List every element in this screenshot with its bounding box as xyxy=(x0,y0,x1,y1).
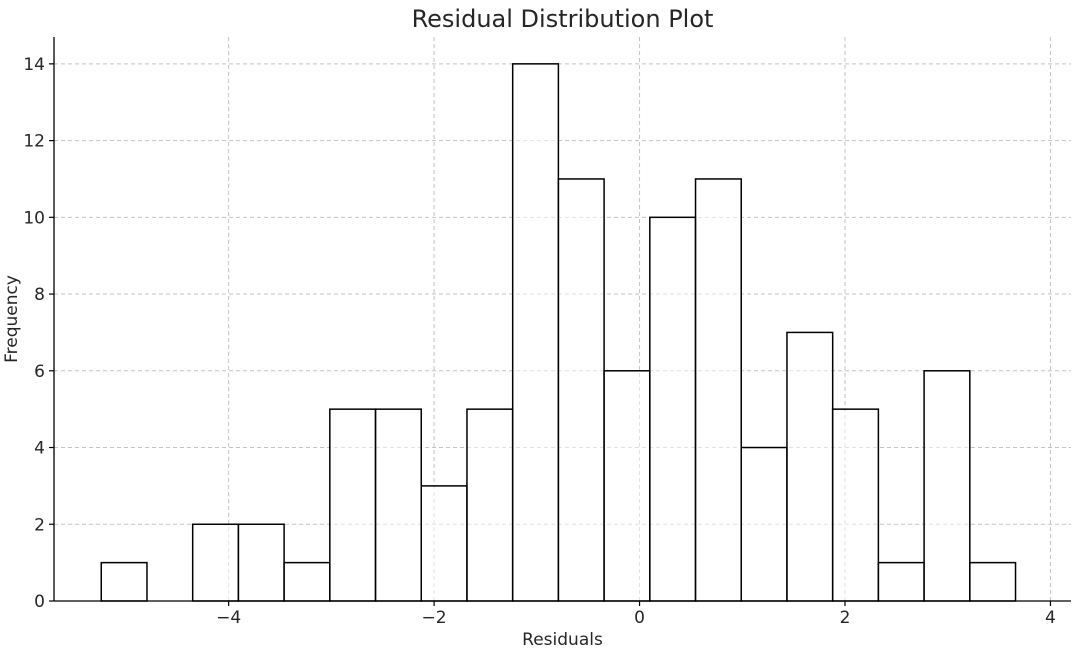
histogram-bar xyxy=(237,523,285,602)
x-axis-title: Residuals xyxy=(522,630,603,650)
axes-layer xyxy=(53,37,1071,602)
y-tick-label: 10 xyxy=(23,208,45,228)
y-tick-label: 0 xyxy=(34,592,45,612)
histogram-bar xyxy=(283,561,331,602)
ticks-layer: −4 −2 0 2 4 0 2 4 6 8 10 12 14 xyxy=(23,55,1056,628)
histogram-bar xyxy=(420,485,468,602)
histogram-bar xyxy=(786,331,834,602)
histogram-bar xyxy=(191,523,240,602)
histogram-bar xyxy=(374,408,423,602)
y-tick-label: 8 xyxy=(34,285,45,305)
x-tick-label: −4 xyxy=(216,608,241,628)
histogram-bar xyxy=(969,561,1017,602)
histogram-bar xyxy=(831,408,880,602)
histogram-bar xyxy=(603,370,651,602)
chart-title: Residual Distribution Plot xyxy=(412,5,714,33)
x-tick-label: 0 xyxy=(634,608,645,628)
x-tick-label: 2 xyxy=(840,608,851,628)
histogram-bar xyxy=(877,561,925,602)
y-tick-label: 2 xyxy=(34,515,45,535)
y-tick-label: 12 xyxy=(23,132,45,152)
x-tick-label: 4 xyxy=(1045,608,1056,628)
histogram-bar xyxy=(694,178,742,602)
y-tick-label: 14 xyxy=(23,55,45,75)
bars-layer xyxy=(100,63,1017,602)
x-tick-label: −2 xyxy=(422,608,447,628)
histogram-bar xyxy=(557,178,605,602)
y-tick-label: 4 xyxy=(34,439,45,459)
histogram-bar xyxy=(329,408,377,602)
histogram-bar xyxy=(466,408,514,602)
histogram-bar xyxy=(923,370,971,602)
histogram-bar xyxy=(511,63,560,602)
histogram-bar xyxy=(740,446,788,602)
y-axis-title: Frequency xyxy=(2,275,22,363)
y-tick-label: 6 xyxy=(34,362,45,382)
histogram-bar xyxy=(100,561,148,602)
histogram-bar xyxy=(649,216,697,602)
